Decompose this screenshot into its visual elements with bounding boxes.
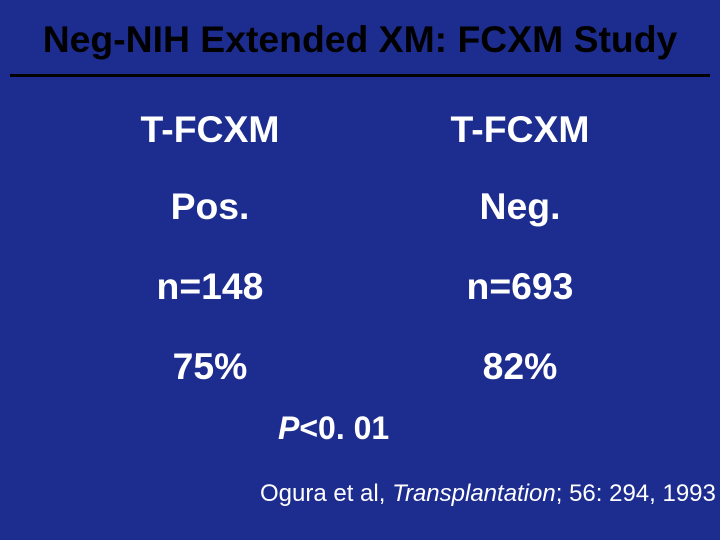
p-value-rest: <0. 01 (299, 410, 389, 446)
slide-title: Neg-NIH Extended XM: FCXM Study (0, 18, 720, 61)
left-col-pct: 75% (60, 345, 360, 388)
citation-suffix: ; 56: 294, 1993 (556, 480, 716, 507)
citation-journal: Transplantation (392, 480, 556, 507)
title-underline (10, 74, 710, 77)
citation: Ogura et al, Transplantation; 56: 294, 1… (260, 480, 716, 508)
p-value: P<0. 01 (278, 410, 389, 447)
left-col-n: n=148 (60, 265, 360, 308)
right-col-status: Neg. (370, 185, 670, 228)
citation-prefix: Ogura et al, (260, 480, 392, 507)
left-col-status: Pos. (60, 185, 360, 228)
left-col-header: T-FCXM (60, 108, 360, 151)
p-value-p: P (278, 410, 299, 446)
right-col-pct: 82% (370, 345, 670, 388)
right-col-header: T-FCXM (370, 108, 670, 151)
right-col-n: n=693 (370, 265, 670, 308)
